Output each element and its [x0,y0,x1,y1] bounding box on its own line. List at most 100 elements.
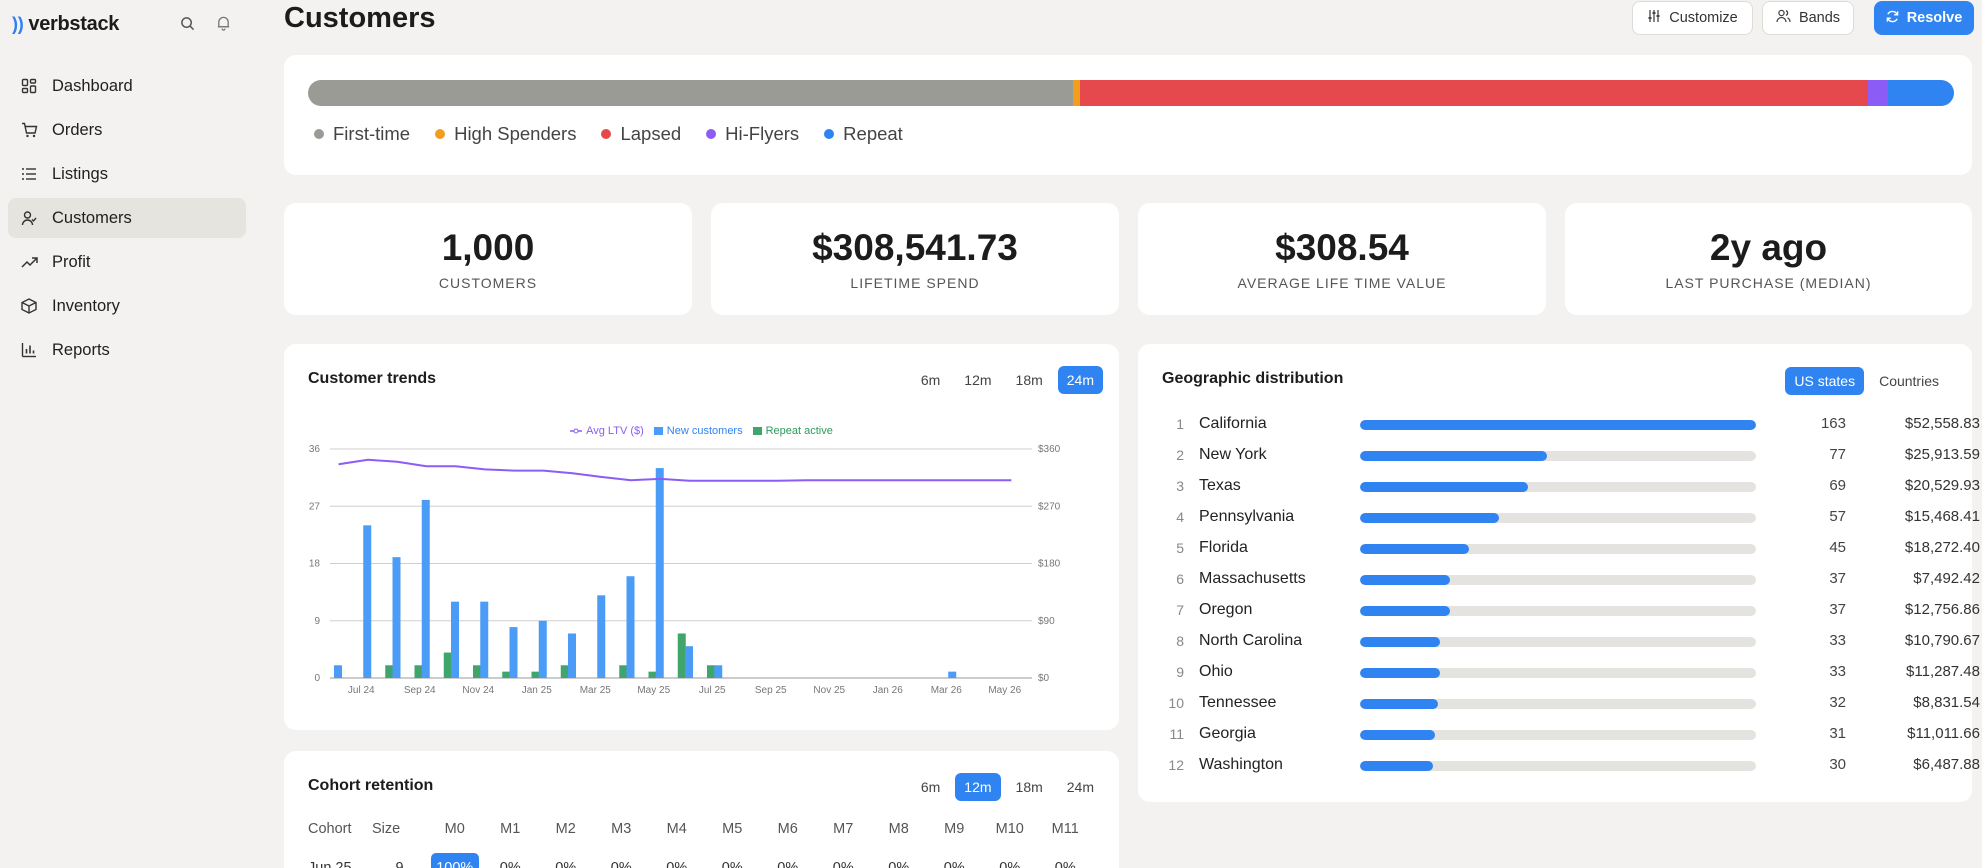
bands-button[interactable]: Bands [1762,1,1854,35]
geo-share-bar [1360,699,1756,709]
kpi-label: LAST PURCHASE (MEDIAN) [1665,275,1872,291]
sidebar-item-inventory[interactable]: Inventory [8,286,246,326]
customer-trends-title: Customer trends [308,370,437,387]
range-24m[interactable]: 24m [1057,366,1103,394]
tab-us-states[interactable]: US states [1785,367,1865,395]
cohort-cell[interactable]: 0% [943,860,965,868]
geo-state-name: California [1199,415,1267,432]
resolve-button[interactable]: Resolve [1874,1,1974,35]
legend-repeat-active[interactable]: Repeat active [752,425,833,437]
geo-row[interactable]: 2 New York 77 $25,913.59 [1162,441,1980,472]
list-icon [20,165,38,183]
new-customers-bar [655,468,664,678]
search-icon[interactable] [178,12,196,34]
new-customers-bar [948,671,957,678]
x-tick-label: May 25 [637,685,670,696]
legend-first-time[interactable]: First-time [314,123,410,145]
geo-row[interactable]: 8 North Carolina 33 $10,790.67 [1162,627,1980,658]
resolve-label: Resolve [1906,10,1963,26]
sidebar-item-label: Orders [52,120,103,139]
sidebar-item-customers[interactable]: Customers [8,198,246,238]
geo-rank: 8 [1176,633,1184,649]
geo-row[interactable]: 7 Oregon 37 $12,756.86 [1162,596,1980,627]
cohort-cell[interactable]: 0% [777,860,799,868]
geo-count: 33 [1829,632,1846,649]
geo-share-bar [1360,730,1756,740]
geo-row[interactable]: 10 Tennessee 32 $8,831.54 [1162,689,1980,720]
segment-first-time[interactable] [308,80,1074,106]
page-title: Customers [284,2,436,34]
geo-row[interactable]: 4 Pennsylvania 57 $15,468.41 [1162,503,1980,534]
geo-amount: $11,011.66 [1907,725,1980,742]
range-12m[interactable]: 12m [964,372,992,388]
legend-repeat[interactable]: Repeat [824,123,903,145]
customer-trends-chart: 0 $0 9 $90 18 $180 27 $270 36 $360 Jul 24 Sep 24 Nov… [309,444,1061,696]
geo-row[interactable]: 11 Georgia 31 $11,011.66 [1162,720,1980,751]
brand-logo[interactable]: )) verbstack [12,10,119,38]
x-tick-label: Nov 24 [462,685,494,696]
customize-button[interactable]: Customize [1632,1,1753,35]
cohort-cell[interactable]: 0% [666,860,688,868]
geo-amount: $18,272.40 [1904,539,1980,556]
sidebar-item-orders[interactable]: Orders [8,110,246,150]
cohort-cell-value: 100% [430,853,479,868]
cohort-cell[interactable]: 0% [999,860,1021,868]
segment-high-spenders[interactable] [1073,80,1080,106]
repeat-active-bar [473,665,481,678]
cohort-header-cell: M9 [944,821,965,837]
sidebar-item-dashboard[interactable]: Dashboard [8,66,246,106]
legend-new-customers[interactable]: New customers [653,425,743,437]
geo-row[interactable]: 12 Washington 30 $6,487.88 [1162,751,1980,782]
cohort-header-cell: M1 [500,821,521,837]
segment-lapsed[interactable] [1079,80,1869,106]
legend-high-spenders[interactable]: High Spenders [435,123,576,145]
cohort-cell[interactable]: 0% [610,860,632,868]
cohort-cell[interactable]: 0% [555,860,577,868]
cohort-range-24m[interactable]: 24m [1066,779,1094,795]
range-18m[interactable]: 18m [1015,372,1043,388]
cart-icon [20,121,38,139]
geo-row[interactable]: 9 Ohio 33 $11,287.48 [1162,658,1980,689]
cohort-cell[interactable]: 100% [427,853,483,868]
legend-avg-ltv[interactable]: Avg LTV ($) [570,425,644,437]
cohort-cell[interactable]: 0% [1054,860,1076,868]
cohort-range-selector: 6m 12m 18m 24m [912,773,1103,801]
segment-hi-flyers[interactable] [1868,80,1889,106]
cohort-cell[interactable]: 0% [888,860,910,868]
customer-trends-card: Customer trends 6m 12m 18m 24m Avg LTV (… [284,344,1119,730]
x-tick-label: Jul 24 [348,685,375,696]
geo-count: 37 [1829,601,1846,618]
geo-rank: 5 [1176,540,1184,556]
geo-row[interactable]: 6 Massachusetts 37 $7,492.42 [1162,565,1980,596]
geo-share-fill [1360,420,1756,430]
cohort-cell[interactable]: 0% [721,860,743,868]
legend-hi-flyers[interactable]: Hi-Flyers [706,123,799,145]
cohort-cell[interactable]: 0% [832,860,854,868]
geo-state-name: Florida [1199,539,1248,556]
cohort-range-12m[interactable]: 12m [955,773,1001,801]
bell-icon[interactable] [214,12,232,34]
geo-row[interactable]: 1 California 163 $52,558.83 [1162,410,1980,441]
cohort-range-18m[interactable]: 18m [1015,779,1043,795]
sidebar-item-profit[interactable]: Profit [8,242,246,282]
tab-countries[interactable]: Countries [1879,373,1939,389]
geo-rank: 2 [1176,447,1184,463]
range-6m[interactable]: 6m [920,372,941,388]
y-left-tick-label: 18 [309,559,321,570]
cohort-range-6m[interactable]: 6m [920,779,941,795]
sidebar-item-reports[interactable]: Reports [8,330,246,370]
chart-legend: Avg LTV ($) New customers Repeat active [284,425,1119,437]
sidebar-item-listings[interactable]: Listings [8,154,246,194]
bar-chart-icon [20,341,38,359]
geo-row[interactable]: 3 Texas 69 $20,529.93 [1162,472,1980,503]
geo-count: 163 [1820,415,1846,432]
box-icon [20,297,38,315]
geo-row[interactable]: 5 Florida 45 $18,272.40 [1162,534,1980,565]
cohort-row: Jun 25 9 100% 0% 0% 0% 0% 0% 0% 0% 0% 0% 0% 0% [308,853,1093,868]
legend-lapsed[interactable]: Lapsed [601,123,681,145]
geo-title: Geographic distribution [1162,370,1344,387]
geo-rank: 3 [1176,478,1184,494]
cohort-cell[interactable]: 0% [499,860,521,868]
segment-repeat[interactable] [1888,80,1954,106]
x-tick-label: Mar 26 [931,685,963,696]
